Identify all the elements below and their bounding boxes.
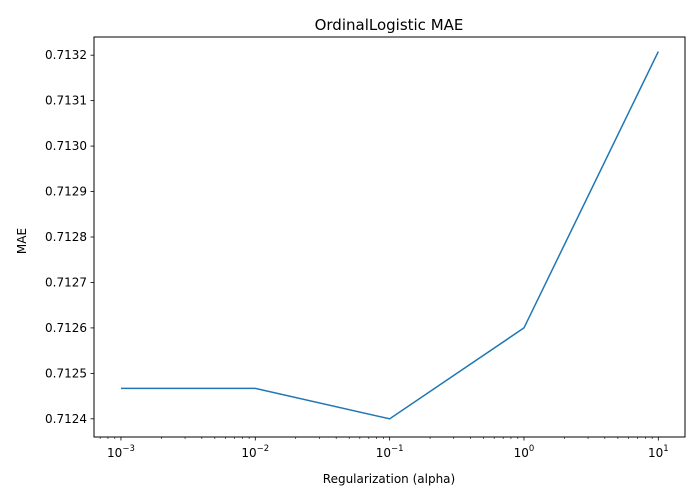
- y-tick-label: 0.7126: [45, 321, 87, 335]
- y-tick-label: 0.7124: [45, 412, 87, 426]
- series-line-0: [120, 51, 659, 420]
- x-tick-label: 10−3: [107, 444, 135, 460]
- y-tick-label: 0.7131: [45, 94, 87, 108]
- y-tick-label: 0.7127: [45, 275, 87, 289]
- y-tick-label: 0.7130: [45, 139, 87, 153]
- x-axis-label: Regularization (alpha): [323, 472, 455, 486]
- y-tick-label: 0.7132: [45, 48, 87, 62]
- x-tick-label: 10−1: [376, 444, 404, 460]
- y-tick-label: 0.7125: [45, 366, 87, 380]
- y-tick-label: 0.7128: [45, 230, 87, 244]
- plot-area: 10−3 10−2 10−1 100 101 0.7124 0.7125 0.7126 0.71…: [45, 36, 686, 460]
- plot-frame: [93, 36, 686, 438]
- y-axis-label: MAE: [15, 228, 29, 254]
- chart-title: OrdinalLogistic MAE: [315, 16, 464, 34]
- x-tick-label: 10−2: [241, 444, 269, 460]
- x-tick-label: 100: [514, 444, 535, 460]
- y-tick-label: 0.7129: [45, 185, 87, 199]
- x-tick-label: 101: [648, 444, 669, 460]
